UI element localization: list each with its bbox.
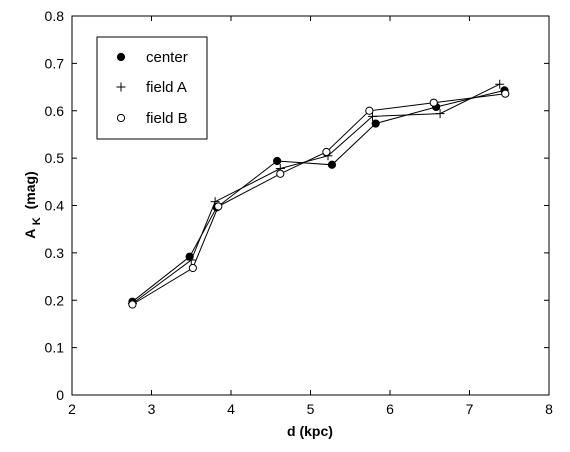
- data-point-field-b: [188, 263, 197, 273]
- x-axis-label: d (kpc): [287, 423, 333, 439]
- data-point-field-a: [435, 109, 445, 119]
- x-tick-label: 7: [466, 401, 474, 417]
- y-tick-label: 0.8: [45, 8, 65, 24]
- legend: center field A field B: [96, 36, 208, 140]
- legend-marker-center: [116, 52, 126, 62]
- y-axis-label: A K (mag): [22, 171, 43, 238]
- data-point-field-a: [186, 255, 196, 265]
- data-point-center: [273, 156, 282, 166]
- data-point-center: [371, 119, 380, 128]
- svg-text:A K (mag): A K (mag): [22, 171, 43, 238]
- series-layer: [127, 79, 510, 309]
- y-tick-label: 0.2: [45, 292, 65, 308]
- data-point-field-b: [501, 89, 510, 98]
- y-axis-label-unit: (mag): [22, 171, 38, 209]
- data-point-field-b: [322, 147, 331, 157]
- y-axis-label-main: A: [22, 229, 38, 239]
- series-line-field-b: [132, 93, 506, 305]
- legend-label-field-b: field B: [146, 110, 188, 127]
- legend-marker-field-a: [116, 82, 126, 92]
- legend-label-field-a: field A: [146, 79, 187, 96]
- legend-marker-field-b: [116, 113, 126, 123]
- x-tick-label: 3: [148, 401, 156, 417]
- series-line-center: [132, 89, 505, 303]
- y-tick-label: 0.5: [45, 150, 65, 166]
- y-axis-label-sub: K: [31, 217, 43, 225]
- data-point-center: [327, 160, 337, 169]
- x-tick-label: 6: [386, 401, 394, 417]
- data-point-field-b: [214, 202, 223, 211]
- axis-ticks: 2 3 4 5 6 7 8 0 0.1 0.2 0.3 0.4 0.5 0.6 0.7 0.8: [45, 8, 554, 417]
- x-tick-label: 8: [545, 401, 553, 417]
- data-point-field-b: [128, 300, 137, 309]
- x-tick-label: 5: [307, 401, 315, 417]
- data-point-field-b: [429, 98, 438, 107]
- data-point-field-b: [276, 169, 285, 178]
- y-tick-label: 0.4: [45, 198, 65, 214]
- y-tick-label: 0.3: [45, 245, 65, 261]
- data-point-field-a: [495, 79, 505, 89]
- y-tick-label: 0.7: [45, 55, 65, 71]
- legend-box: [96, 36, 208, 140]
- data-point-field-a: [368, 111, 378, 121]
- x-tick-label: 2: [68, 401, 76, 417]
- y-tick-label: 0.1: [45, 340, 65, 356]
- x-tick-label: 4: [227, 401, 235, 417]
- y-tick-label: 0: [56, 387, 64, 403]
- y-tick-label: 0.6: [45, 103, 65, 119]
- series-field-b: [128, 89, 510, 309]
- legend-label-center: center: [146, 49, 188, 66]
- data-point-field-b: [365, 106, 374, 115]
